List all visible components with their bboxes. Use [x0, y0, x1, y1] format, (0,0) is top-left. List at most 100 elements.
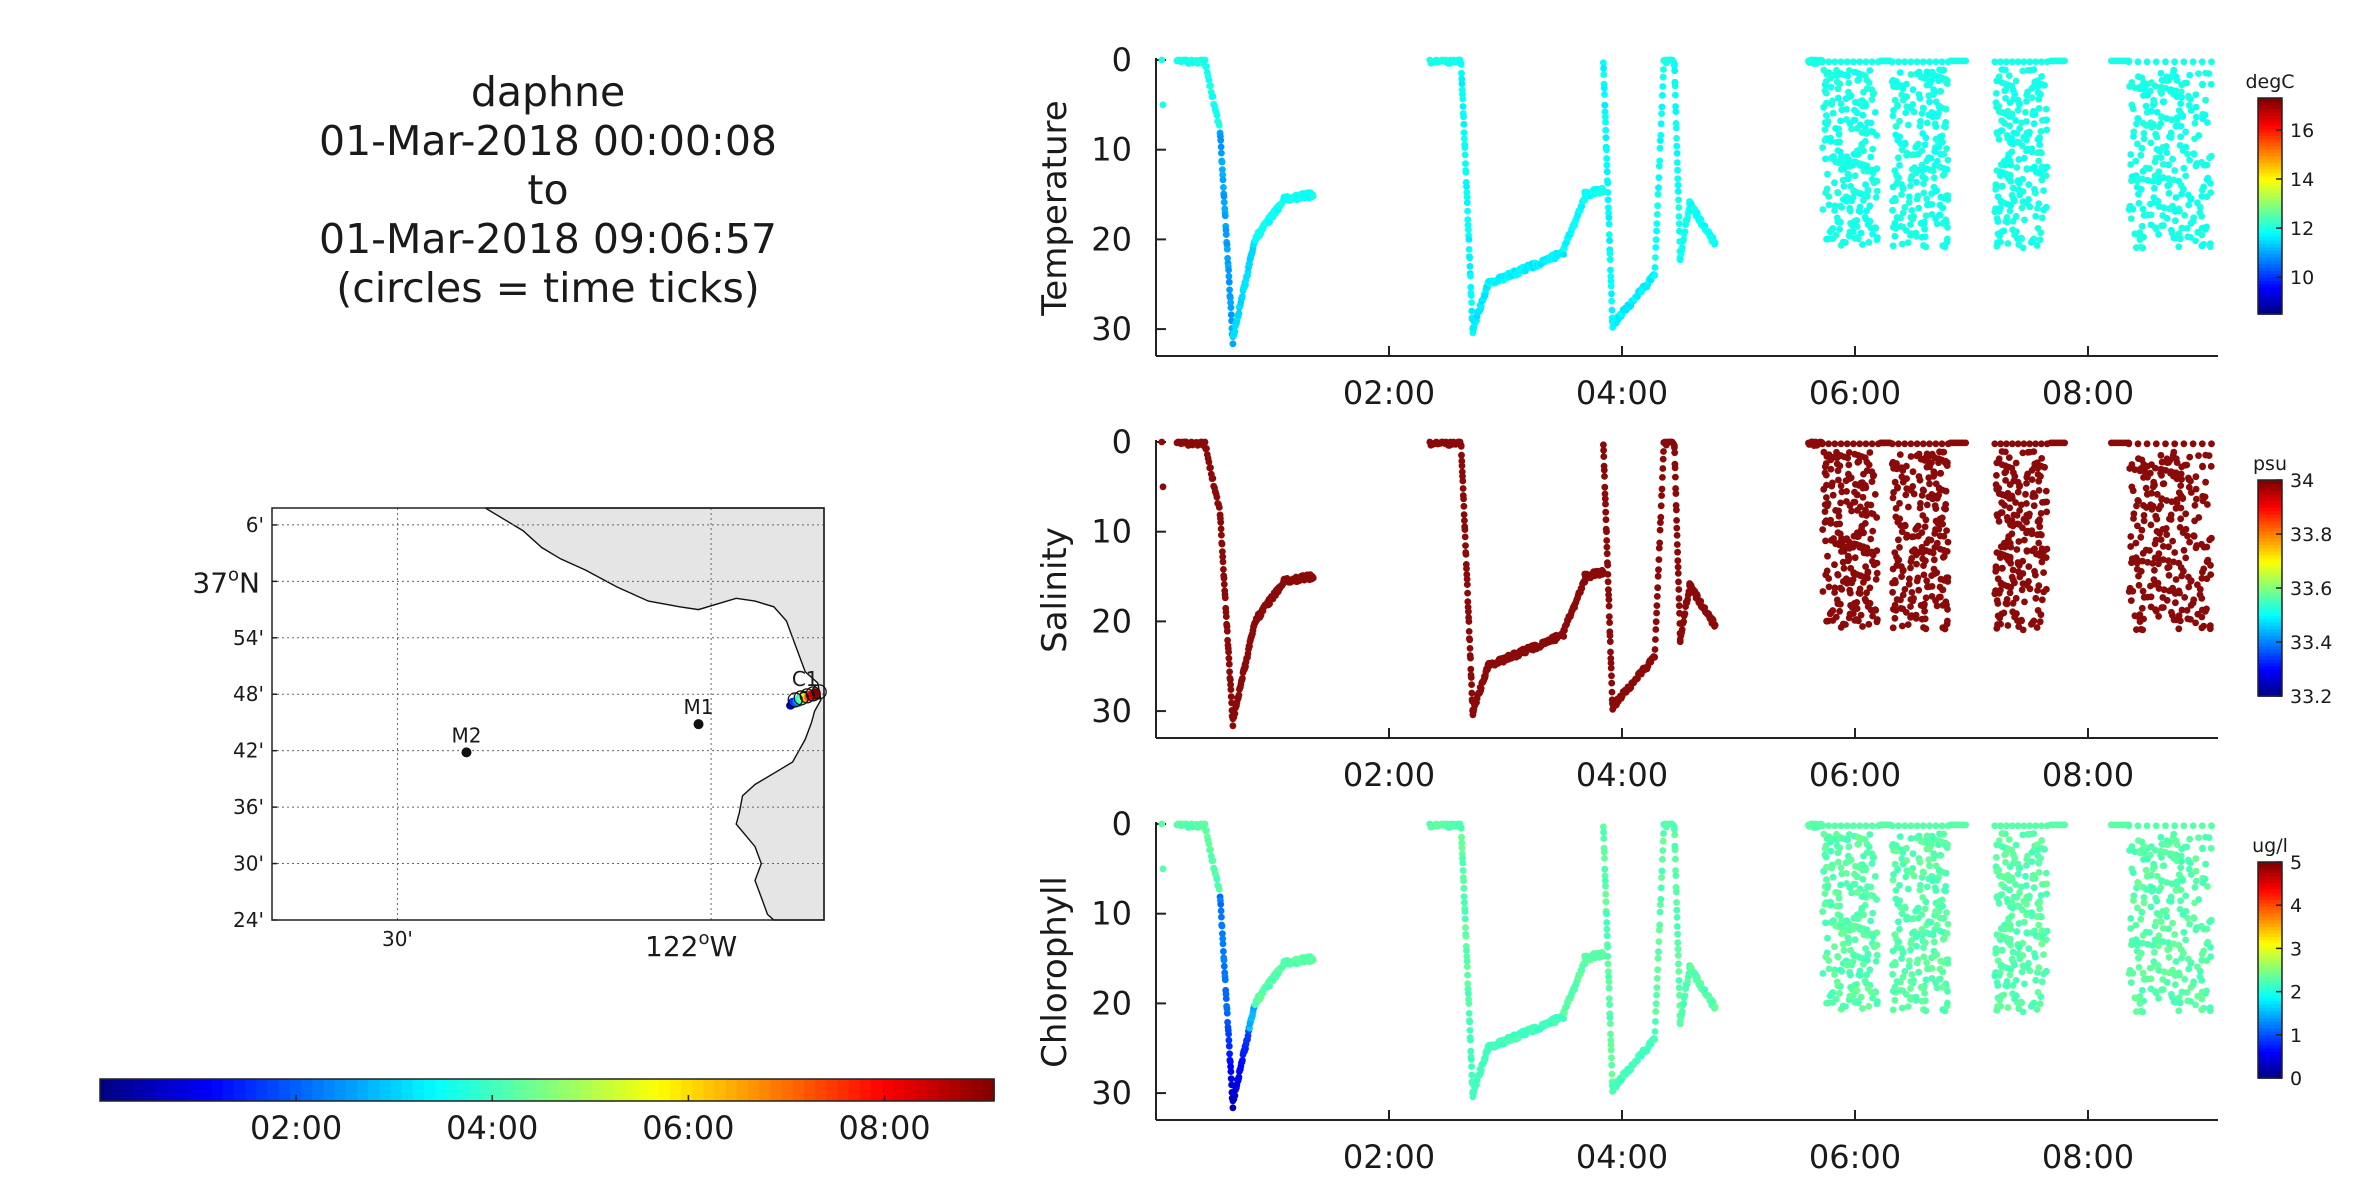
- data-point: [1673, 899, 1680, 906]
- data-point: [1912, 908, 1920, 915]
- data-point: [1842, 621, 1849, 628]
- data-point: [1461, 915, 1469, 923]
- data-point: [2178, 475, 2186, 483]
- data-point: [1673, 506, 1680, 514]
- data-point: [1654, 190, 1662, 198]
- colorbar-swatch: [2258, 189, 2282, 194]
- data-point: [1460, 495, 1467, 503]
- data-point: [1831, 971, 1838, 978]
- colorbar-swatch: [2258, 537, 2282, 542]
- data-point: [1213, 493, 1221, 501]
- lat-tick-label: 30': [233, 852, 264, 876]
- data-point: [1823, 876, 1830, 883]
- time-colorbar-swatch: [412, 1079, 425, 1101]
- time-colorbar-swatch: [770, 1079, 783, 1101]
- data-point: [1673, 532, 1681, 539]
- data-point: [1659, 847, 1667, 854]
- data-point: [2175, 107, 2183, 114]
- data-point: [1159, 483, 1167, 491]
- data-point: [2129, 105, 2137, 113]
- data-point: [2193, 113, 2200, 121]
- data-point: [1659, 474, 1666, 481]
- data-point: [1869, 472, 1877, 480]
- data-point: [1902, 109, 1910, 117]
- data-point: [1942, 501, 1950, 508]
- data-point: [1215, 122, 1223, 129]
- colorbar-swatch: [2258, 273, 2282, 278]
- data-point: [1606, 1001, 1613, 1008]
- time-colorbar-swatch: [636, 1079, 649, 1101]
- data-point: [1905, 198, 1913, 206]
- data-point: [1837, 440, 1845, 448]
- data-point: [1897, 605, 1905, 612]
- data-point: [2183, 79, 2191, 87]
- station-label: M1: [684, 695, 714, 719]
- data-point: [1922, 625, 1930, 633]
- data-point: [2180, 546, 2188, 554]
- data-point: [2006, 504, 2014, 512]
- map-grid: [272, 508, 824, 921]
- data-point: [2009, 184, 2017, 192]
- data-point: [1227, 311, 1235, 319]
- data-point: [1895, 556, 1903, 564]
- data-point: [2014, 138, 2021, 146]
- data-point: [1868, 440, 1876, 448]
- data-point: [2028, 527, 2036, 535]
- data-point: [1901, 440, 1909, 448]
- data-point: [1862, 822, 1870, 830]
- colorbar-swatch: [2258, 209, 2282, 214]
- data-point: [1856, 822, 1864, 830]
- data-point: [1607, 1030, 1614, 1038]
- data-point: [1853, 616, 1860, 623]
- data-point: [1203, 827, 1210, 834]
- data-point: [1943, 527, 1950, 534]
- data-point: [1923, 119, 1931, 127]
- data-point: [1466, 1027, 1474, 1034]
- data-point: [2043, 440, 2051, 448]
- data-point: [2134, 115, 2142, 122]
- data-point: [2008, 440, 2016, 448]
- data-point: [1915, 832, 1923, 840]
- data-point: [1834, 982, 1842, 990]
- data-point: [1680, 236, 1687, 244]
- data-point: [2185, 583, 2193, 591]
- data-point: [2040, 588, 2048, 596]
- data-point: [1944, 920, 1952, 928]
- data-point: [1895, 536, 1902, 544]
- data-point: [1457, 443, 1465, 450]
- data-point: [1901, 822, 1909, 830]
- data-point: [1836, 989, 1843, 997]
- data-point: [1604, 179, 1612, 187]
- data-point: [1907, 946, 1914, 954]
- data-point: [1924, 583, 1931, 591]
- data-point: [1266, 218, 1273, 226]
- data-point: [1903, 531, 1911, 539]
- data-point: [1939, 520, 1946, 528]
- data-point: [1655, 566, 1662, 574]
- data-point: [1939, 171, 1947, 179]
- data-point: [2036, 141, 2044, 149]
- data-point: [1835, 858, 1842, 866]
- data-point: [2204, 174, 2212, 182]
- time-colorbar-swatch: [424, 1079, 437, 1101]
- data-point: [2143, 440, 2151, 448]
- data-point: [1673, 914, 1681, 921]
- data-point: [1929, 931, 1937, 939]
- colorbar-swatch: [2258, 165, 2282, 170]
- data-point: [2165, 190, 2173, 197]
- data-point: [2192, 237, 2200, 245]
- data-point: [2028, 476, 2036, 483]
- data-point: [2009, 599, 2017, 607]
- data-point: [1874, 822, 1882, 830]
- data-point: [1467, 283, 1475, 291]
- lat-tick-label: 54': [233, 626, 264, 650]
- data-point: [1834, 600, 1842, 608]
- data-point: [1869, 90, 1877, 98]
- data-point: [1652, 236, 1660, 244]
- data-point: [2011, 231, 2018, 239]
- data-point: [1672, 490, 1680, 497]
- colorbar-swatch: [2258, 290, 2282, 295]
- data-point: [1930, 87, 1938, 95]
